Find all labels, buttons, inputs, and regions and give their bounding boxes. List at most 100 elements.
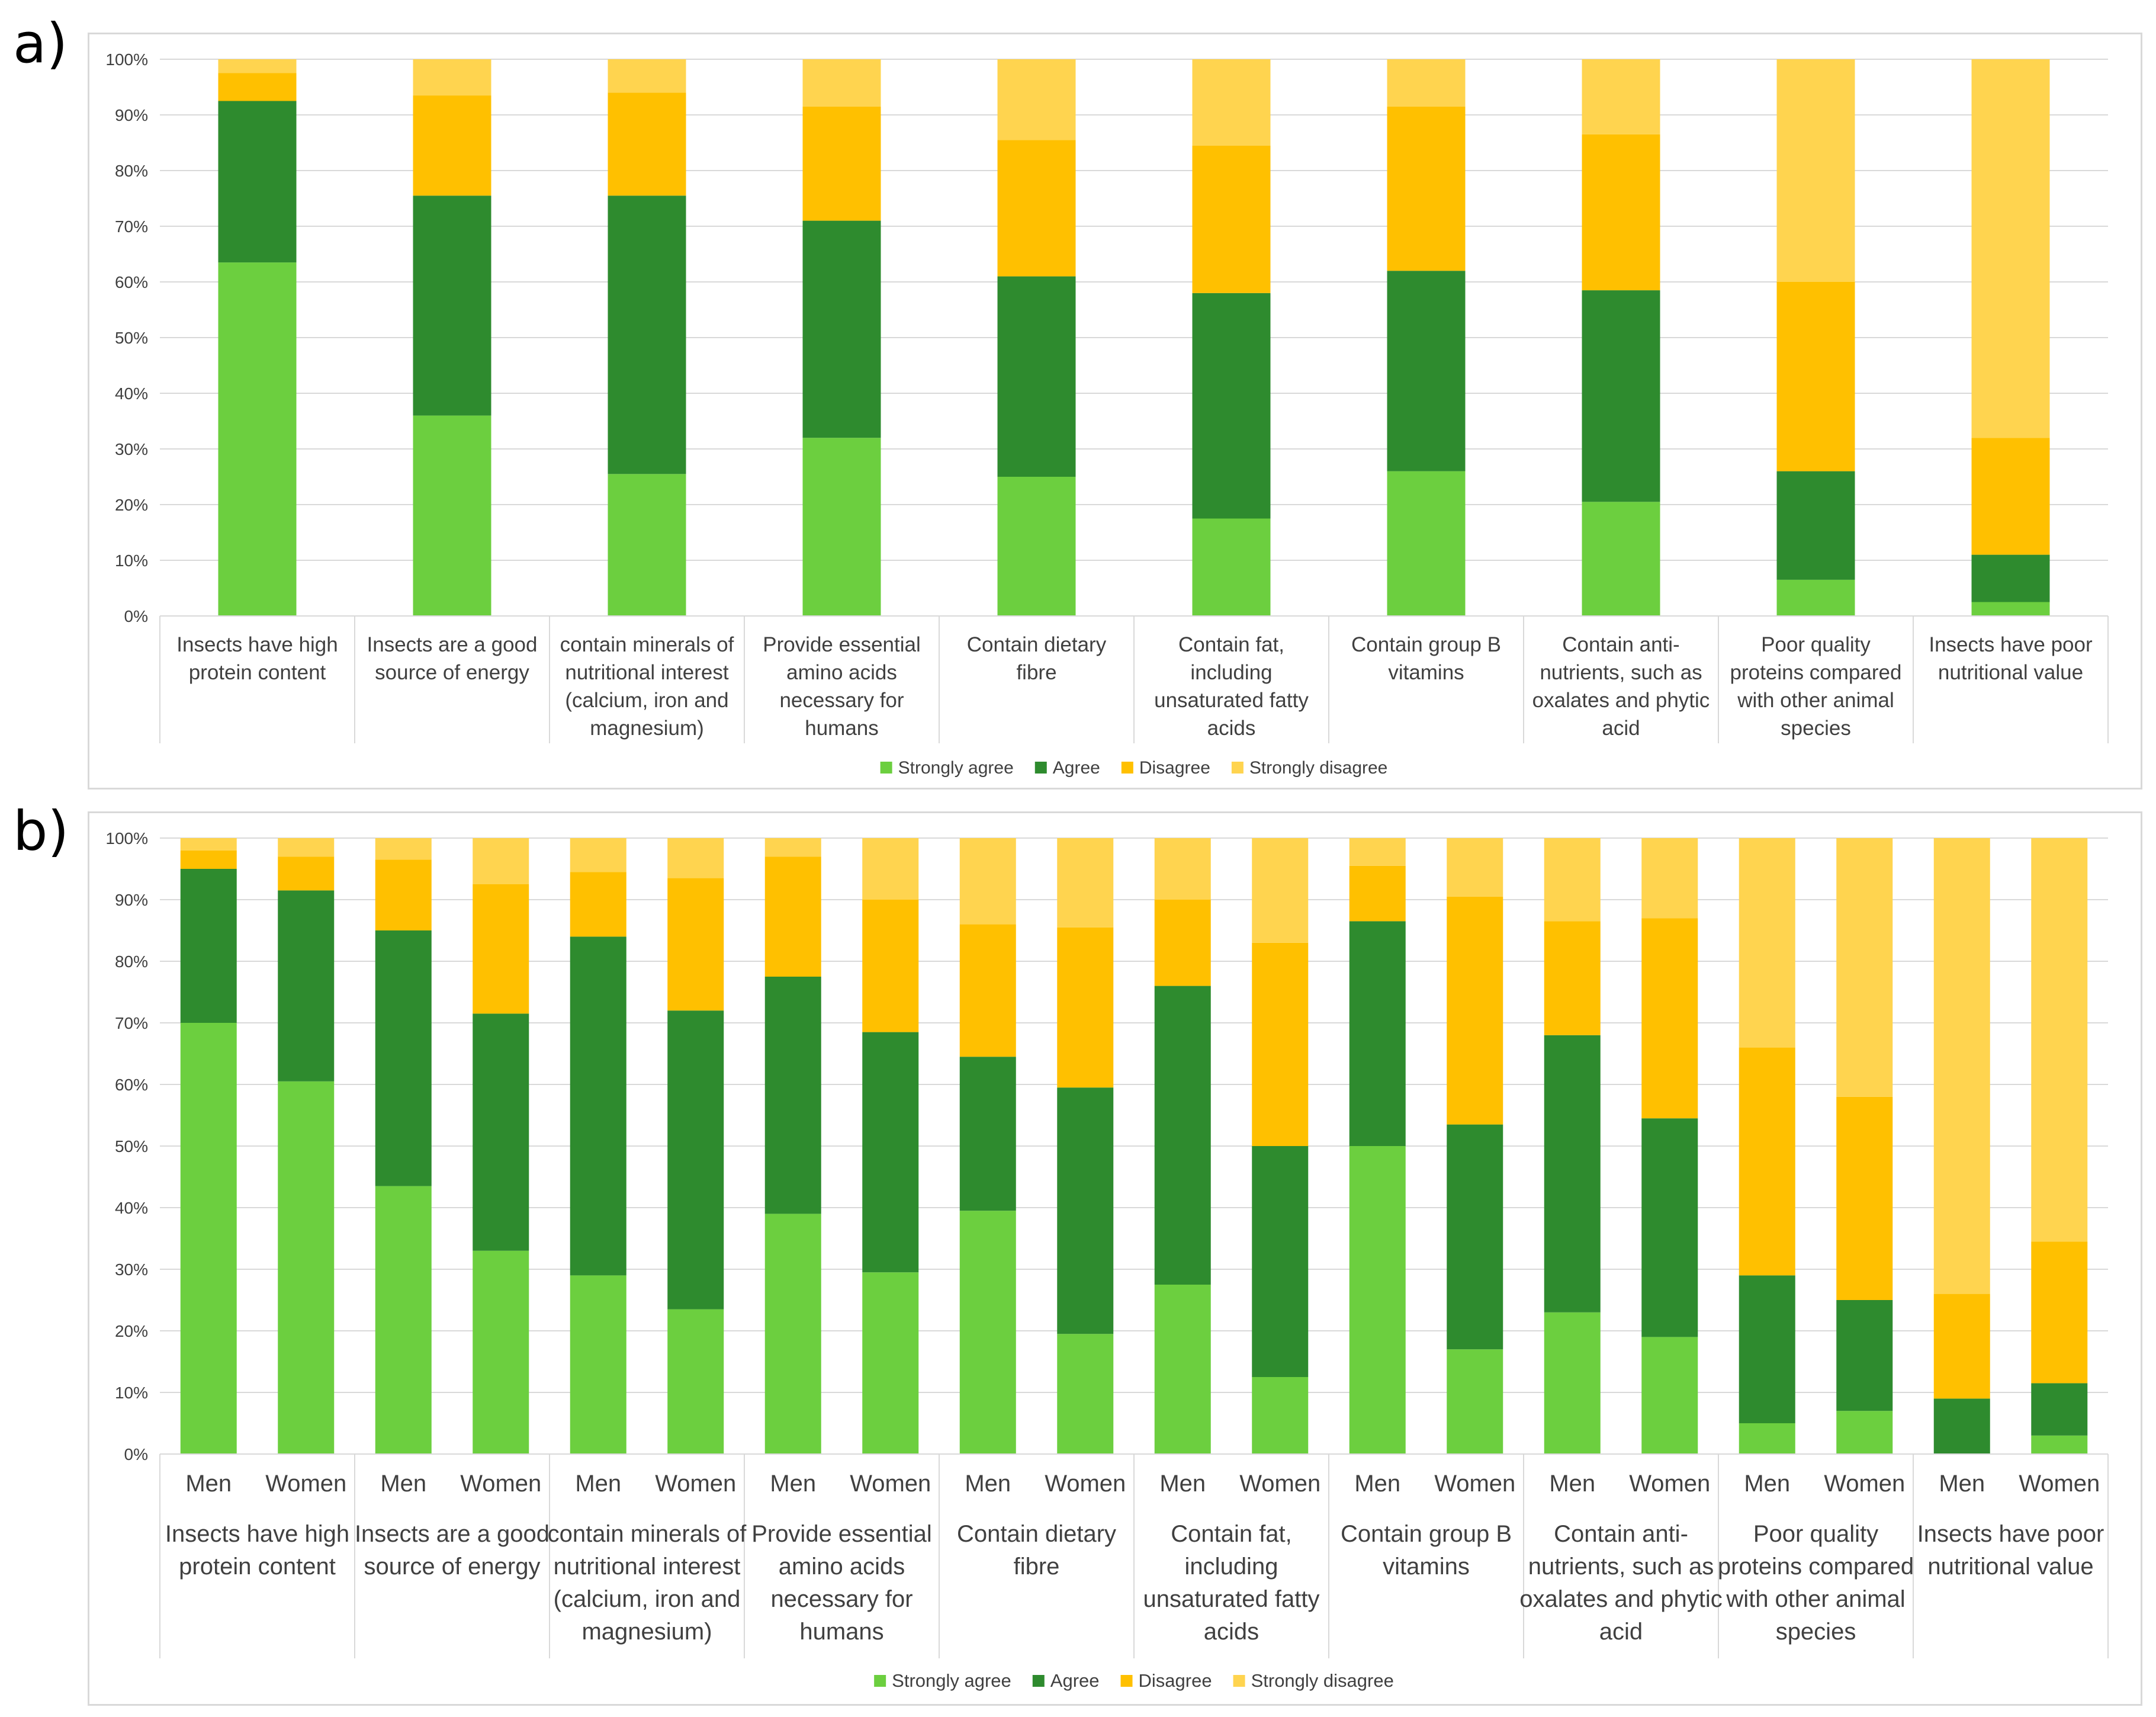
chart-b-bar-strongly-agree <box>278 1081 335 1454</box>
chart-b-bar-agree <box>1349 921 1406 1146</box>
chart-a-category-label: including <box>1190 661 1272 684</box>
chart-a-category-label: magnesium) <box>590 717 704 740</box>
chart-b-category-label: acids <box>1204 1619 1259 1645</box>
chart-b-bar-agree <box>959 1057 1016 1211</box>
chart-b-bar-strongly-agree <box>1057 1334 1114 1454</box>
chart-b-y-tick-label: 90% <box>115 891 148 909</box>
chart-b-category-label: oxalates and phytic <box>1519 1586 1722 1612</box>
chart-a-bar-agree <box>413 195 491 416</box>
chart-b-subgroup-label: Women <box>1629 1471 1710 1497</box>
chart-b-bar-agree <box>1154 986 1211 1285</box>
chart-b-bar-agree <box>862 1032 919 1273</box>
chart-a-bar-strongly-agree <box>608 474 686 616</box>
chart-b-y-tick-label: 0% <box>124 1445 148 1464</box>
chart-a-bar-disagree <box>1582 134 1660 291</box>
chart-b-category-label: acid <box>1599 1619 1643 1645</box>
chart-a-category-label: contain minerals of <box>560 633 734 656</box>
chart-b-y-tick-label: 100% <box>105 829 148 848</box>
chart-a-bar-disagree <box>1387 106 1466 271</box>
chart-a-bar-agree <box>1582 290 1660 502</box>
chart-b-bar-strongly-agree <box>959 1211 1016 1454</box>
chart-b-bar-disagree <box>1544 921 1601 1035</box>
chart-a-bar-strongly-disagree <box>802 59 881 107</box>
chart-b-legend-label: Disagree <box>1139 1670 1212 1691</box>
chart-b-legend-swatch-disagree <box>1120 1675 1133 1687</box>
chart-b-subgroup-label: Women <box>655 1471 736 1497</box>
chart-b-bar-disagree <box>862 900 919 1032</box>
chart-a-bar-disagree <box>608 92 686 196</box>
chart-b-category-label: Insects have high <box>165 1521 349 1547</box>
chart-b-category-label: proteins compared <box>1718 1554 1914 1580</box>
chart-b-subgroup-label: Women <box>265 1471 346 1497</box>
chart-b-legend-swatch-strongly-agree <box>874 1675 886 1687</box>
chart-a-bar-agree <box>1387 271 1466 471</box>
chart-a-category-label: (calcium, iron and <box>565 689 728 712</box>
chart-b-bar-disagree <box>1057 927 1114 1088</box>
chart-a-category-label: Insects have poor <box>1929 633 2093 656</box>
chart-a-category-label: with other animal <box>1737 689 1894 712</box>
chart-b-subgroup-label: Men <box>185 1471 232 1497</box>
chart-b-category-label: (calcium, iron and <box>554 1586 741 1612</box>
chart-b-bar-disagree <box>1154 900 1211 986</box>
chart-b-bar-strongly-disagree <box>764 838 821 857</box>
chart-b-legend-label: Strongly disagree <box>1251 1670 1394 1691</box>
chart-b-category-label: Contain group B <box>1341 1521 1512 1547</box>
chart-b-legend-swatch-strongly-disagree <box>1233 1675 1245 1687</box>
chart-b-category-label: protein content <box>179 1554 336 1580</box>
chart-b-bar-agree <box>375 930 432 1186</box>
chart-a-bar-disagree <box>997 140 1076 277</box>
chart-a-y-tick-label: 40% <box>115 384 148 403</box>
panel-label-a: a) <box>13 12 68 75</box>
chart-a-bar-strongly-disagree <box>1971 59 2050 438</box>
chart-b-bar-strongly-agree <box>1544 1312 1601 1454</box>
chart-b-bar-strongly-disagree <box>278 838 335 857</box>
chart-b-category-label: including <box>1185 1554 1278 1580</box>
chart-b-category-label: necessary for <box>770 1586 912 1612</box>
chart-b-subgroup-label: Men <box>1549 1471 1595 1497</box>
chart-b-legend-label: Strongly agree <box>892 1670 1011 1691</box>
chart-b-bar-agree <box>473 1013 529 1251</box>
chart-b-subgroup-label: Women <box>1239 1471 1320 1497</box>
chart-b-bar-agree <box>667 1010 724 1310</box>
chart-a-category-label: unsaturated fatty <box>1154 689 1309 712</box>
chart-a-bar-agree <box>1971 554 2050 602</box>
chart-b-subgroup-label: Women <box>1434 1471 1515 1497</box>
chart-b-subgroup-label: Men <box>1939 1471 1985 1497</box>
chart-b-bar-strongly-disagree <box>375 838 432 860</box>
chart-b-subgroup-label: Men <box>575 1471 621 1497</box>
chart-a-y-tick-label: 0% <box>124 607 148 625</box>
chart-b-category-label: magnesium) <box>581 1619 712 1645</box>
chart-a-bar-agree <box>1776 471 1855 580</box>
chart-b-legend-label: Agree <box>1050 1670 1100 1691</box>
panel-label-b: b) <box>13 800 69 863</box>
chart-b-category-label: source of energy <box>364 1554 541 1580</box>
chart-b-bar-strongly-agree <box>1154 1285 1211 1454</box>
chart-a-category-label: Provide essential <box>763 633 921 656</box>
chart-a-bar-disagree <box>1192 145 1271 293</box>
chart-a-legend-label: Disagree <box>1139 758 1210 778</box>
chart-b-category-label: with other animal <box>1726 1586 1905 1612</box>
chart-b-y-tick-label: 10% <box>115 1384 148 1402</box>
chart-b-bar-strongly-disagree <box>1349 838 1406 866</box>
chart-b-bar-agree <box>1933 1398 1990 1454</box>
chart-b-bar-disagree <box>1447 896 1503 1125</box>
chart-b-y-tick-label: 20% <box>115 1322 148 1340</box>
chart-b-y-tick-label: 80% <box>115 952 148 971</box>
chart-a-y-tick-label: 50% <box>115 329 148 347</box>
chart-b-category-label: species <box>1776 1619 1856 1645</box>
chart-a-category-label: Insects have high <box>176 633 338 656</box>
chart-b-category-label: vitamins <box>1383 1554 1470 1580</box>
chart-b-category-label: unsaturated fatty <box>1143 1586 1320 1612</box>
chart-b-bar-disagree <box>959 924 1016 1057</box>
chart-a-bar-strongly-agree <box>218 262 297 617</box>
chart-b-bar-strongly-disagree <box>959 838 1016 925</box>
chart-a-bar-strongly-agree <box>1971 602 2050 616</box>
chart-b-bar-strongly-disagree <box>2031 838 2088 1242</box>
chart-a-category-label: humans <box>805 717 879 740</box>
chart-a-bar-disagree <box>802 106 881 221</box>
chart-b-bar-strongly-agree <box>764 1214 821 1454</box>
chart-a-legend-swatch-strongly-agree <box>880 762 892 774</box>
chart-b-category-label: Insects are a good <box>355 1521 550 1547</box>
chart-b-subgroup-label: Men <box>1744 1471 1790 1497</box>
chart-b-category-label: Provide essential <box>751 1521 932 1547</box>
